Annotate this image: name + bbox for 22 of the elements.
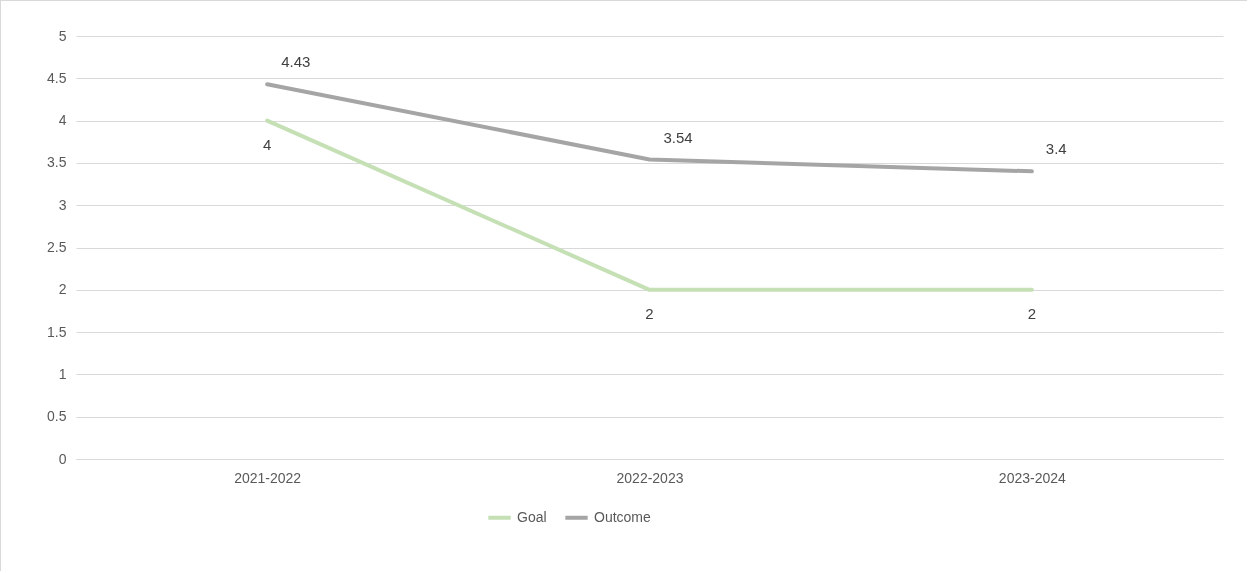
- y-tick-label: 1: [58, 365, 67, 382]
- data-label: 4: [262, 135, 272, 153]
- data-label: 3.54: [663, 128, 693, 146]
- y-tick-label: 5: [58, 27, 67, 44]
- legend-label: Goal: [517, 508, 547, 525]
- y-tick-label: 4: [58, 112, 67, 129]
- y-tick-label: 0: [58, 450, 67, 467]
- y-tick-label: 3.5: [47, 154, 67, 171]
- legend-label: Outcome: [594, 508, 652, 525]
- y-tick-label: 2: [58, 281, 67, 298]
- x-tick-label: 2023-2024: [998, 469, 1067, 486]
- x-tick-label: 2021-2022: [234, 469, 302, 486]
- data-label: 4.43: [281, 53, 311, 71]
- y-tick-label: 2.5: [47, 239, 67, 255]
- data-label: 2: [645, 304, 654, 322]
- y-tick-label: 3: [58, 196, 67, 213]
- data-label: 2: [1027, 304, 1037, 322]
- data-label: 3.4: [1045, 140, 1067, 158]
- x-tick-label: 2022-2023: [616, 469, 684, 486]
- y-tick-label: 1.5: [47, 323, 67, 340]
- y-tick-label: 0.5: [47, 408, 67, 425]
- y-tick-label: 4.5: [47, 69, 67, 86]
